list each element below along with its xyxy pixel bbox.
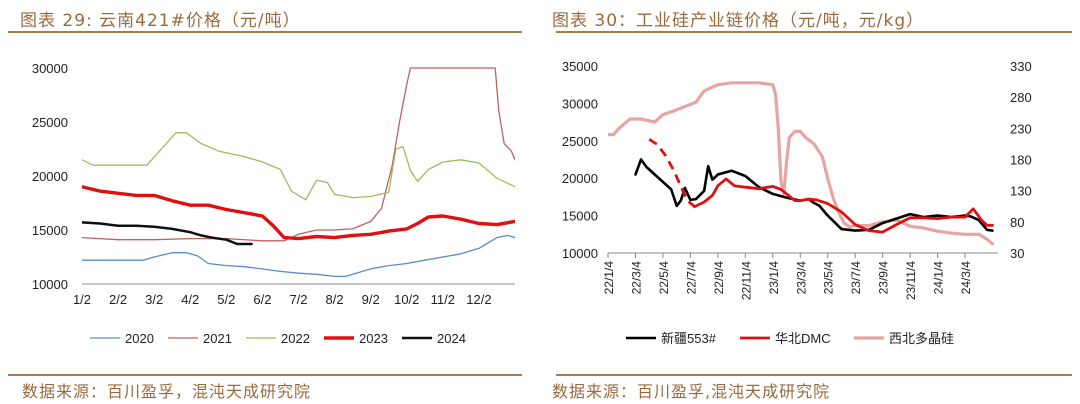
right-line-chart: 10000 15000 20000 25000 30000 35000 30 80 130 180…: [562, 59, 1032, 346]
legend-label-2022: 2022: [281, 331, 310, 346]
x-tick-label: 3/2: [145, 292, 163, 307]
y2-tick-label: 30: [1010, 246, 1024, 261]
series-line-2022: [82, 132, 515, 201]
y2-tick-label: 180: [1010, 153, 1032, 168]
y-tick-label: 30000: [32, 61, 68, 76]
legend-label-2024: 2024: [437, 331, 466, 346]
x-tick-label: 12/2: [466, 292, 491, 307]
legend-label-新疆553#: 新疆553#: [661, 331, 717, 346]
y2-tick-label: 230: [1010, 121, 1032, 136]
left-chart-title: 图表 29: 云南421#价格（元/吨）: [20, 11, 301, 31]
y-tick-label: 20000: [32, 169, 68, 184]
x-tick-label: 4/2: [181, 292, 199, 307]
y-tick-label: 15000: [32, 223, 68, 238]
y-tick-label: 30000: [562, 96, 598, 111]
series-line-华北DMC: [693, 177, 783, 209]
x-tick-label: 9/2: [362, 292, 380, 307]
right-source-rule: [556, 374, 1072, 376]
right-title-rule: [556, 31, 1072, 33]
legend-label-2021: 2021: [203, 331, 232, 346]
right-chart-title: 图表 30：工业硅产业链价格（元/吨，元/kg）: [552, 11, 925, 31]
x-tick-label: 6/2: [253, 292, 271, 307]
x-tick-label: 7/2: [289, 292, 307, 307]
series-line-2021: [82, 67, 515, 242]
x-tick-label: 22/3/4: [629, 261, 643, 295]
y-tick-label: 10000: [32, 277, 68, 292]
x-tick-label: 23/3/4: [794, 261, 808, 295]
y2-tick-label: 80: [1010, 215, 1024, 230]
y2-tick-label: 280: [1010, 90, 1032, 105]
series-group: [608, 81, 995, 246]
left-title-rule: [8, 31, 522, 33]
y-tick-label: 25000: [32, 115, 68, 130]
x-tick-label: 24/1/4: [932, 261, 946, 295]
y-tick-label: 35000: [562, 59, 598, 74]
left-source-note: 数据来源：百川盈孚，混沌天成研究院: [22, 382, 312, 401]
y-tick-label: 25000: [562, 134, 598, 149]
x-tick-label: 22/5/4: [657, 261, 671, 295]
x-tick-label: 1/2: [73, 292, 91, 307]
right-source-note: 数据来源：百川盈孚,混沌天成研究院: [552, 382, 831, 401]
x-tick-label: 5/2: [217, 292, 235, 307]
x-tick-label: 23/9/4: [877, 261, 891, 295]
x-tick-label: 22/7/4: [684, 261, 698, 295]
x-tick-label: 23/11/4: [904, 261, 918, 300]
y-tick-label: 20000: [562, 171, 598, 186]
left-source-rule: [8, 374, 522, 376]
x-tick-label: 23/5/4: [822, 261, 836, 295]
x-tick-label: 10/2: [394, 292, 419, 307]
left-line-chart: 10000 15000 20000 25000 30000 1/2 2/2 3/2 4/2 5/2…: [32, 61, 515, 346]
left-chart-panel: 图表 29: 云南421#价格（元/吨） 10000 15000 20000 2500…: [0, 0, 530, 404]
x-tick-label: 22/1/4: [602, 261, 616, 295]
right-chart-panel: 图表 30：工业硅产业链价格（元/吨，元/kg） 10000 15000 20000…: [548, 0, 1080, 404]
x-tick-label: 22/9/4: [712, 261, 726, 295]
x-tick-label: 23/7/4: [849, 261, 863, 295]
x-tick-label: 8/2: [326, 292, 344, 307]
y2-tick-label: 330: [1010, 59, 1032, 74]
series-line-2023: [82, 185, 515, 241]
x-tick-label: 2/2: [109, 292, 127, 307]
y-tick-label: 10000: [562, 246, 598, 261]
series-line-2024: [82, 221, 253, 246]
legend-label-华北DMC: 华北DMC: [775, 331, 831, 346]
series-line-西北多晶硅: [608, 81, 995, 246]
legend-label-西北多晶硅: 西北多晶硅: [889, 331, 954, 346]
x-tick-label: 23/1/4: [767, 261, 781, 295]
series-group: [82, 67, 515, 278]
x-tick-label: 24/3/4: [959, 261, 973, 295]
x-tick-label: 11/2: [431, 292, 455, 307]
x-tick-label: 22/11/4: [739, 261, 753, 300]
y2-tick-label: 130: [1010, 184, 1032, 199]
legend-label-2020: 2020: [125, 331, 154, 346]
series-line-2020: [82, 234, 515, 278]
series-line-新疆553#: [634, 158, 994, 232]
y-tick-label: 15000: [562, 209, 598, 224]
series-line-华北DMC: [779, 187, 994, 234]
legend-label-2023: 2023: [359, 331, 388, 346]
